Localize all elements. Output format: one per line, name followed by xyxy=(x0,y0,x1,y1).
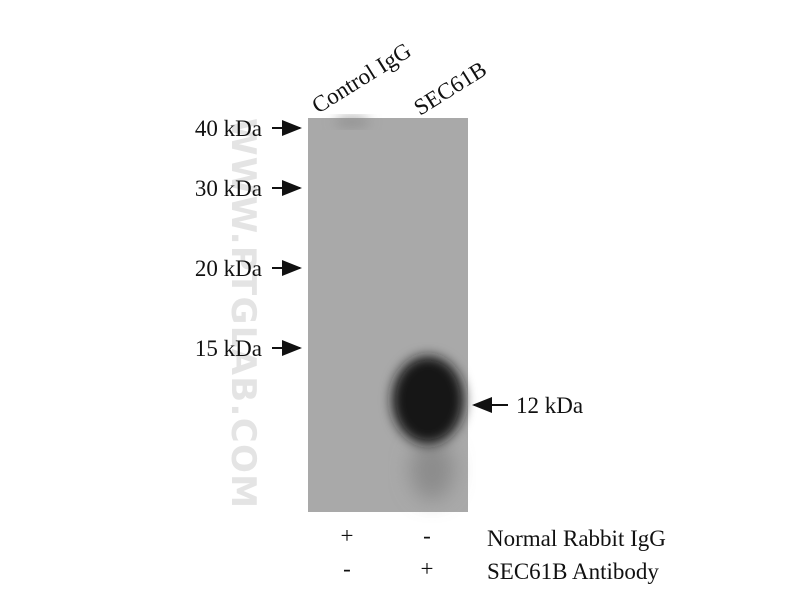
condition-sign: - xyxy=(343,556,351,581)
condition-sign: + xyxy=(341,523,354,548)
condition-label: Normal Rabbit IgG xyxy=(487,526,666,551)
band-label: 12 kDa xyxy=(516,393,583,418)
watermark: WWW.PTGLAB.COM xyxy=(223,118,263,510)
band xyxy=(392,356,464,444)
faint-spot xyxy=(334,118,370,126)
condition-sign: + xyxy=(421,556,434,581)
smear xyxy=(410,440,454,500)
lane-label: Control IgG xyxy=(307,38,415,118)
condition-label: SEC61B Antibody xyxy=(487,559,659,584)
marker-label: 15 kDa xyxy=(195,336,262,361)
lane-label: SEC61B xyxy=(409,56,491,120)
marker-label: 20 kDa xyxy=(195,256,262,281)
marker-label: 40 kDa xyxy=(195,116,262,141)
condition-sign: - xyxy=(423,523,431,548)
marker-label: 30 kDa xyxy=(195,176,262,201)
